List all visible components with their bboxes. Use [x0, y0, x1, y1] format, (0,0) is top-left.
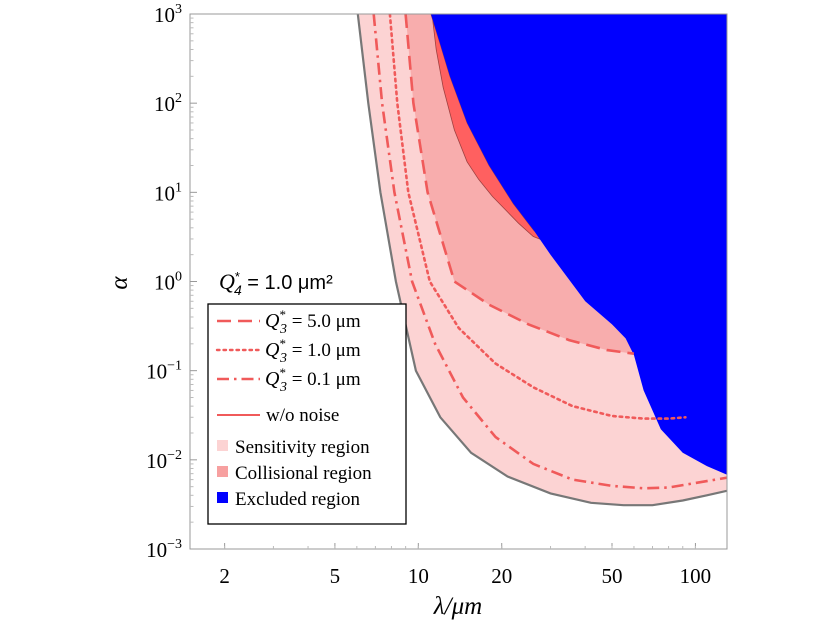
legend-text-5: Collisional region [235, 463, 372, 484]
legend-text-0: Q* 3 = 5.0 μm [265, 307, 361, 337]
legend-text-2: Q* 3 = 0.1 μm [265, 365, 361, 395]
series-line-2 [372, 14, 727, 490]
legend-text-4: Sensitivity region [235, 437, 370, 458]
legend: Q* 3 = 5.0 μmQ* 3 = 1.0 μmQ* 3 = 0.1 μm w/o … [207, 303, 407, 525]
legend-swatch-4 [217, 440, 228, 451]
legend-swatch-6 [217, 492, 228, 503]
legend-text-6: Excluded region [235, 489, 361, 510]
y-tick-label-4: 101 [154, 180, 182, 205]
series-line-1 [388, 14, 687, 420]
x-tick-label-0: 2 [219, 564, 230, 588]
series-line-0 [404, 14, 635, 355]
legend-text-3: w/o noise [266, 405, 339, 426]
legend-text-1: Q* 3 = 1.0 μm [265, 336, 361, 366]
x-tick-label-3: 20 [491, 564, 512, 588]
y-tick-label-2: 10−1 [146, 359, 182, 384]
regions-layer [357, 14, 727, 506]
excluded-region [430, 14, 727, 475]
y-tick-label-5: 102 [154, 91, 182, 116]
q4-annotation: Q* 4 = 1.0 μm² [219, 269, 333, 298]
y-tick-label-0: 10−3 [146, 537, 182, 562]
series-line-3 [356, 14, 727, 507]
x-tick-label-2: 10 [408, 564, 429, 588]
ticks-layer: 2 5 10 20 50 100 10−3 10−2 10−1 100 101 102 103 [146, 2, 711, 588]
y-tick-label-1: 10−2 [146, 448, 182, 473]
y-tick-label-6: 103 [154, 2, 182, 27]
collisional-region [405, 14, 634, 354]
x-tick-label-1: 5 [330, 564, 341, 588]
x-tick-label-4: 50 [602, 564, 623, 588]
legend-swatch-5 [217, 466, 228, 477]
curves-layer [356, 14, 727, 507]
y-axis-label: α [106, 276, 133, 290]
x-tick-label-5: 100 [680, 564, 712, 588]
y-tick-label-3: 100 [154, 270, 182, 295]
x-axis-label: λ/μm [433, 593, 482, 620]
